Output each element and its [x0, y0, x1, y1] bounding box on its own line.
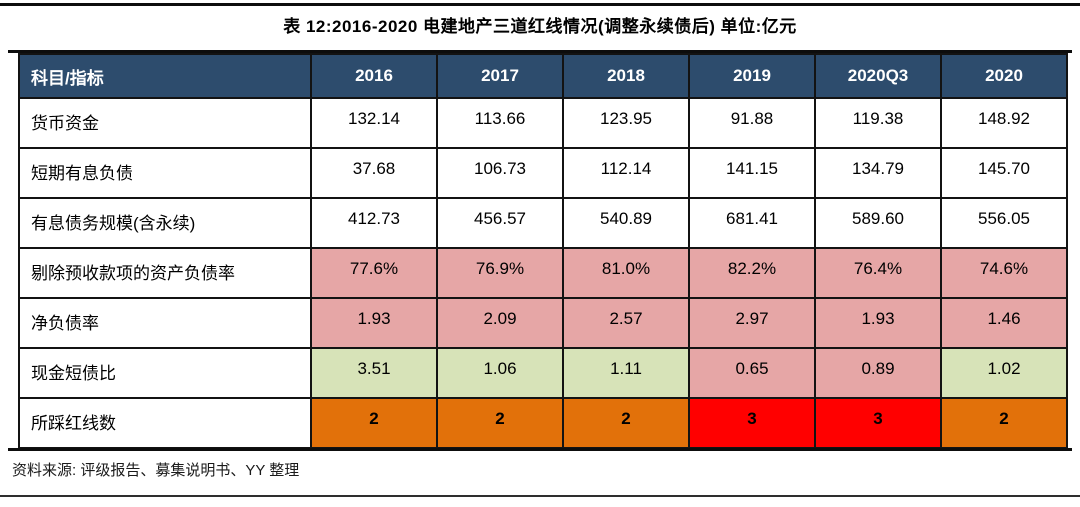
source-note: 资料来源: 评级报告、募集说明书、YY 整理: [12, 462, 300, 479]
table-cell: 76.9%: [436, 247, 564, 299]
table-cell: 1.93: [814, 297, 942, 349]
three-red-lines-table: 科目/指标 2016 2017 2018 2019 2020Q3 2020 货币…: [18, 53, 1068, 449]
table-row: 有息债务规模(含永续) 412.73 456.57 540.89 681.41 …: [18, 197, 1068, 249]
table-cell: 74.6%: [940, 247, 1068, 299]
table-cell: 141.15: [688, 147, 816, 199]
header-cell-indicator: 科目/指标: [18, 53, 312, 99]
table-cell: 77.6%: [310, 247, 438, 299]
table-cell: 456.57: [436, 197, 564, 249]
table-cell: 681.41: [688, 197, 816, 249]
table-cell: 0.89: [814, 347, 942, 399]
table-cell: 123.95: [562, 97, 690, 149]
table-cell: 556.05: [940, 197, 1068, 249]
top-divider: [0, 3, 1080, 6]
table-row: 净负债率 1.93 2.09 2.57 2.97 1.93 1.46: [18, 297, 1068, 349]
row-label: 所踩红线数: [18, 397, 312, 449]
table-bottom-border: [8, 448, 1072, 451]
table-cell: 589.60: [814, 197, 942, 249]
table-cell: 2.57: [562, 297, 690, 349]
table-cell: 37.68: [310, 147, 438, 199]
table-row: 所踩红线数 2 2 2 3 3 2: [18, 397, 1068, 449]
table-title: 表 12:2016-2020 电建地产三道红线情况(调整永续债后) 单位:亿元: [283, 17, 797, 36]
header-cell-2019: 2019: [688, 53, 816, 99]
table-cell: 1.02: [940, 347, 1068, 399]
header-cell-2020q3: 2020Q3: [814, 53, 942, 99]
table-cell: 412.73: [310, 197, 438, 249]
table-cell: 3: [688, 397, 816, 449]
row-label: 现金短债比: [18, 347, 312, 399]
table-cell: 1.46: [940, 297, 1068, 349]
table-cell: 145.70: [940, 147, 1068, 199]
table-cell: 134.79: [814, 147, 942, 199]
table-cell: 82.2%: [688, 247, 816, 299]
table-cell: 112.14: [562, 147, 690, 199]
table-row: 剔除预收款项的资产负债率 77.6% 76.9% 81.0% 82.2% 76.…: [18, 247, 1068, 299]
table-cell: 132.14: [310, 97, 438, 149]
row-label: 货币资金: [18, 97, 312, 149]
table-cell: 2: [310, 397, 438, 449]
header-cell-2020: 2020: [940, 53, 1068, 99]
row-label: 净负债率: [18, 297, 312, 349]
table-cell: 81.0%: [562, 247, 690, 299]
table-cell: 2: [940, 397, 1068, 449]
table-cell: 540.89: [562, 197, 690, 249]
table-cell: 2.09: [436, 297, 564, 349]
table-cell: 113.66: [436, 97, 564, 149]
table-cell: 106.73: [436, 147, 564, 199]
table-cell: 2.97: [688, 297, 816, 349]
table-top-border: [8, 50, 1072, 53]
table-cell: 91.88: [688, 97, 816, 149]
table-cell: 3.51: [310, 347, 438, 399]
bottom-divider: [0, 495, 1080, 497]
table-cell: 76.4%: [814, 247, 942, 299]
table-cell: 2: [436, 397, 564, 449]
table-cell: 119.38: [814, 97, 942, 149]
table-row: 短期有息负债 37.68 106.73 112.14 141.15 134.79…: [18, 147, 1068, 199]
table-row: 现金短债比 3.51 1.06 1.11 0.65 0.89 1.02: [18, 347, 1068, 399]
header-cell-2016: 2016: [310, 53, 438, 99]
table-cell: 148.92: [940, 97, 1068, 149]
row-label: 有息债务规模(含永续): [18, 197, 312, 249]
row-label: 短期有息负债: [18, 147, 312, 199]
row-label: 剔除预收款项的资产负债率: [18, 247, 312, 299]
table-cell: 0.65: [688, 347, 816, 399]
table-cell: 2: [562, 397, 690, 449]
table-cell: 1.11: [562, 347, 690, 399]
table-row: 货币资金 132.14 113.66 123.95 91.88 119.38 1…: [18, 97, 1068, 149]
table-container: 科目/指标 2016 2017 2018 2019 2020Q3 2020 货币…: [8, 50, 1072, 451]
table-cell: 1.93: [310, 297, 438, 349]
table-cell: 3: [814, 397, 942, 449]
header-cell-2018: 2018: [562, 53, 690, 99]
table-cell: 1.06: [436, 347, 564, 399]
header-cell-2017: 2017: [436, 53, 564, 99]
header-row: 科目/指标 2016 2017 2018 2019 2020Q3 2020: [18, 53, 1068, 99]
